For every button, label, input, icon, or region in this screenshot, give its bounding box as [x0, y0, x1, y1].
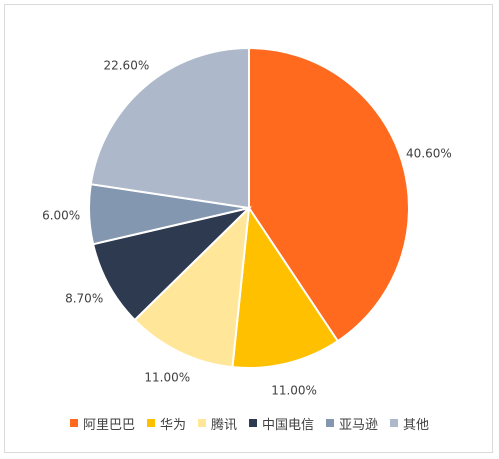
legend-swatch-3 [249, 419, 257, 427]
legend-label-5: 其他 [403, 417, 430, 433]
legend-label-1: 华为 [159, 417, 186, 433]
legend-swatch-5 [390, 419, 399, 427]
pie-slice-5 [89, 46, 250, 210]
legend-swatch-0 [69, 419, 78, 427]
data-label-2: 11.00% [144, 370, 190, 384]
legend-swatch-4 [326, 419, 335, 427]
legend-label-2: 腾讯 [210, 417, 237, 433]
data-label-0: 40.60% [406, 147, 452, 161]
legend-item-4: 亚马逊 [326, 414, 378, 433]
data-label-1: 11.00% [271, 384, 317, 398]
data-label-4: 6.00% [42, 208, 80, 222]
legend-item-3: 中国电信 [249, 414, 314, 433]
legend-item-0: 阿里巴巴 [69, 414, 135, 433]
pie-slice-1 [231, 205, 340, 369]
legend-swatch-1 [146, 419, 155, 427]
legend-label-0: 阿里巴巴 [82, 417, 135, 433]
legend-item-2: 腾讯 [197, 414, 237, 433]
legend-swatch-2 [197, 419, 206, 427]
data-label-5: 22.60% [103, 59, 149, 73]
legend-label-3: 中国电信 [262, 417, 315, 433]
data-label-3: 8.70% [65, 291, 103, 305]
pie-slice-2 [133, 205, 251, 369]
legend: 阿里巴巴 华为 腾讯 中国电信 亚马逊 其他 [0, 413, 499, 433]
legend-item-1: 华为 [146, 414, 186, 433]
legend-item-5: 其他 [390, 414, 429, 433]
legend-label-4: 亚马逊 [339, 417, 379, 433]
